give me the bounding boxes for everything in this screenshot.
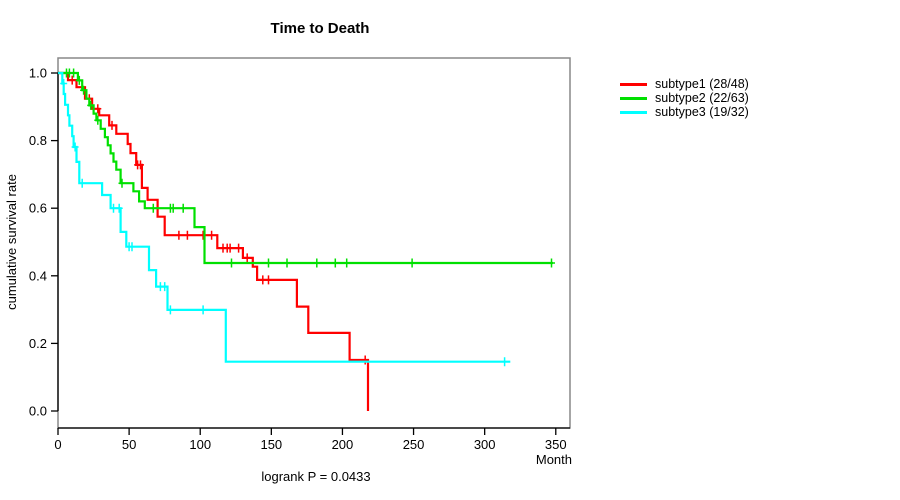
legend-label-subtype2: subtype2 (22/63)	[655, 91, 749, 105]
survival-curve-subtype3	[58, 71, 511, 363]
survival-curve-subtype1	[58, 71, 370, 411]
y-tick-label: 0.4	[29, 268, 47, 283]
y-tick-label: 0.8	[29, 133, 47, 148]
y-tick-label: 1.0	[29, 66, 47, 81]
legend-item-subtype2: subtype2 (22/63)	[620, 91, 749, 105]
x-axis-unit-label: Month	[536, 452, 572, 467]
censor-marks-subtype2	[63, 68, 555, 268]
subtype3-line-swatch	[620, 110, 647, 114]
censor-marks-subtype1	[68, 75, 369, 365]
legend-item-subtype3: subtype3 (19/32)	[620, 105, 749, 119]
x-tick-label: 150	[260, 437, 282, 452]
x-tick-label: 300	[474, 437, 496, 452]
legend-item-subtype1: subtype1 (28/48)	[620, 77, 749, 91]
plot-area-border	[57, 57, 571, 429]
y-tick-label: 0.6	[29, 201, 47, 216]
logrank-annotation: logrank P = 0.0433	[261, 469, 370, 484]
x-axis-ticks: 0 50 100 150 200 250 300 350	[54, 428, 567, 452]
x-tick-label: 350	[545, 437, 567, 452]
legend: subtype1 (28/48) subtype2 (22/63) subtyp…	[620, 77, 749, 119]
x-tick-label: 0	[54, 437, 61, 452]
legend-label-subtype1: subtype1 (28/48)	[655, 77, 749, 91]
subtype1-line-swatch	[620, 82, 647, 86]
y-tick-label: 0.2	[29, 336, 47, 351]
x-tick-label: 200	[332, 437, 354, 452]
x-tick-label: 250	[403, 437, 425, 452]
survival-curves	[58, 68, 555, 411]
y-axis-ticks: 0.0 0.2 0.4 0.6 0.8 1.0	[29, 66, 58, 419]
censor-marks-subtype3	[60, 79, 509, 367]
legend-label-subtype3: subtype3 (19/32)	[655, 105, 749, 119]
x-tick-label: 50	[122, 437, 136, 452]
y-tick-label: 0.0	[29, 404, 47, 419]
chart-title: Time to Death	[271, 20, 370, 37]
x-tick-label: 100	[189, 437, 211, 452]
survival-curve-subtype2	[58, 71, 553, 265]
subtype2-line-swatch	[620, 96, 647, 100]
y-axis-label: cumulative survival rate	[4, 174, 19, 310]
